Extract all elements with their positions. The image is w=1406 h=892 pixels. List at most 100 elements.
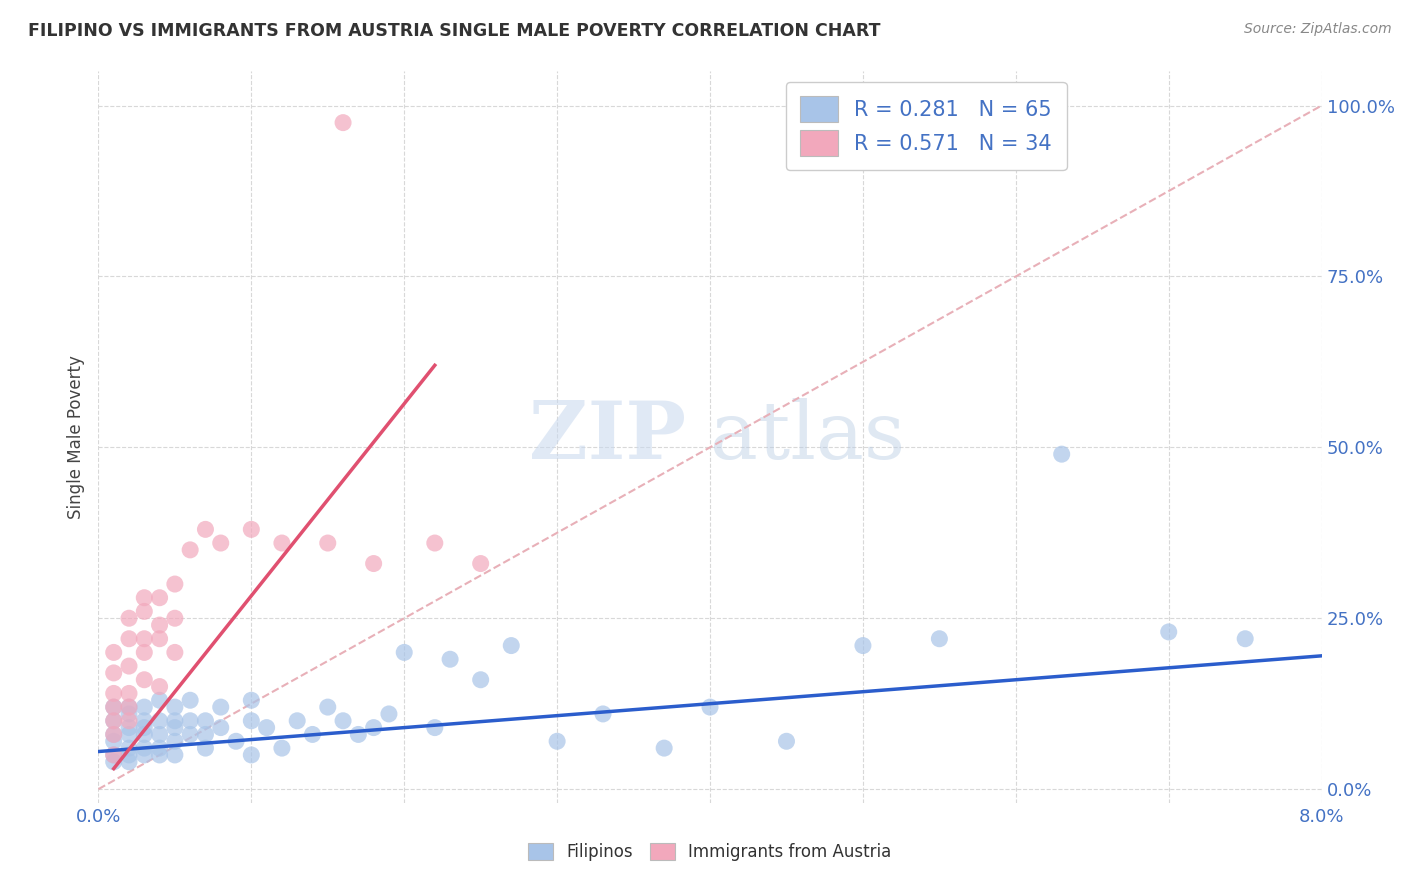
Point <box>256 721 278 735</box>
Point <box>775 734 797 748</box>
Point <box>103 665 125 680</box>
Point <box>134 645 156 659</box>
Point <box>240 522 263 536</box>
Point <box>347 727 370 741</box>
Point <box>149 727 172 741</box>
Point <box>118 727 141 741</box>
Y-axis label: Single Male Poverty: Single Male Poverty <box>67 355 86 519</box>
Point <box>149 632 172 646</box>
Point <box>316 700 339 714</box>
Point <box>103 645 125 659</box>
Point <box>163 714 186 728</box>
Point <box>103 734 125 748</box>
Point <box>149 680 172 694</box>
Text: ZIP: ZIP <box>529 398 686 476</box>
Point <box>179 542 201 557</box>
Point <box>149 741 172 756</box>
Point <box>209 700 232 714</box>
Point <box>470 673 492 687</box>
Point <box>194 522 217 536</box>
Text: atlas: atlas <box>710 398 905 476</box>
Point <box>928 632 950 646</box>
Point <box>240 714 263 728</box>
Point <box>163 721 186 735</box>
Point <box>423 536 446 550</box>
Point <box>179 727 201 741</box>
Point <box>301 727 323 741</box>
Point <box>209 721 232 735</box>
Legend: Filipinos, Immigrants from Austria: Filipinos, Immigrants from Austria <box>522 836 898 868</box>
Point <box>134 700 156 714</box>
Point <box>285 714 308 728</box>
Point <box>501 639 523 653</box>
Point <box>225 734 247 748</box>
Text: Source: ZipAtlas.com: Source: ZipAtlas.com <box>1244 22 1392 37</box>
Point <box>149 714 172 728</box>
Point <box>209 536 232 550</box>
Point <box>103 747 125 762</box>
Point <box>103 700 125 714</box>
Point <box>118 700 141 714</box>
Point <box>240 747 263 762</box>
Point <box>270 536 294 550</box>
Point <box>423 721 446 735</box>
Point <box>316 536 339 550</box>
Point <box>103 747 125 762</box>
Point <box>1234 632 1257 646</box>
Point <box>134 747 156 762</box>
Point <box>149 591 172 605</box>
Point <box>194 714 217 728</box>
Text: FILIPINO VS IMMIGRANTS FROM AUSTRIA SINGLE MALE POVERTY CORRELATION CHART: FILIPINO VS IMMIGRANTS FROM AUSTRIA SING… <box>28 22 880 40</box>
Point <box>392 645 416 659</box>
Point <box>240 693 263 707</box>
Point <box>163 734 186 748</box>
Point <box>118 632 141 646</box>
Point <box>652 741 675 756</box>
Point <box>378 706 401 721</box>
Point <box>118 747 141 762</box>
Point <box>134 741 156 756</box>
Point <box>163 747 186 762</box>
Point <box>270 741 294 756</box>
Point <box>103 727 125 741</box>
Point <box>118 686 141 700</box>
Point <box>163 611 186 625</box>
Point <box>439 652 461 666</box>
Point <box>194 727 217 741</box>
Point <box>103 714 125 728</box>
Point <box>118 755 141 769</box>
Point <box>363 557 385 571</box>
Point <box>118 659 141 673</box>
Point <box>546 734 568 748</box>
Point <box>163 700 186 714</box>
Point <box>118 721 141 735</box>
Point <box>118 700 141 714</box>
Point <box>103 755 125 769</box>
Point <box>134 604 156 618</box>
Point <box>1157 624 1180 639</box>
Point <box>149 747 172 762</box>
Point <box>179 714 201 728</box>
Point <box>118 714 141 728</box>
Point <box>470 557 492 571</box>
Point <box>134 727 156 741</box>
Point <box>852 639 875 653</box>
Point <box>149 693 172 707</box>
Point <box>332 115 354 129</box>
Point <box>134 721 156 735</box>
Point <box>103 714 125 728</box>
Point <box>194 741 217 756</box>
Point <box>149 618 172 632</box>
Point <box>179 693 201 707</box>
Point <box>103 700 125 714</box>
Point <box>103 686 125 700</box>
Point <box>1050 447 1073 461</box>
Point <box>699 700 721 714</box>
Point <box>592 706 614 721</box>
Point <box>134 673 156 687</box>
Point <box>163 645 186 659</box>
Point <box>363 721 385 735</box>
Point <box>163 577 186 591</box>
Point <box>134 591 156 605</box>
Point <box>103 727 125 741</box>
